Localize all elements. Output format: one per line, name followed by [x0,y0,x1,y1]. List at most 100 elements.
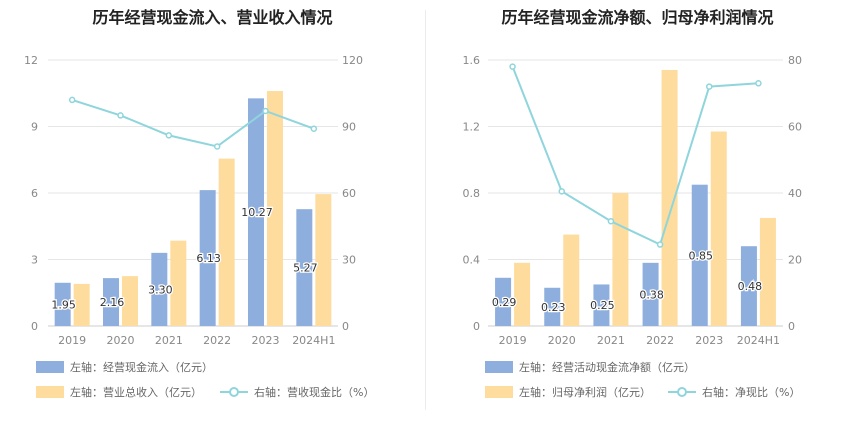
legend-swatch-blue [485,361,513,373]
bar-secondary [267,91,283,327]
line-point [509,63,516,70]
data-label: 2.16 [100,296,125,309]
legend-swatch-yellow [485,386,513,398]
right-axis-tick-label: 20 [788,254,802,267]
bar-primary [248,98,264,327]
bar-secondary [218,158,235,326]
line-point [262,107,269,115]
legend-item-bar-secondary[interactable]: 左轴：营业总收入（亿元） [36,384,202,400]
legend-item-bar-secondary[interactable]: 左轴：归母净利润（亿元） [485,384,651,400]
left-axis-tick-label: 1.6 [463,54,481,67]
legend-label: 左轴：营业总收入（亿元） [70,386,202,399]
bar-secondary [315,194,332,326]
legend-swatch-line [668,386,696,398]
x-axis-tick-label: 2020 [548,334,576,347]
bar-primary [296,209,313,326]
x-axis-tick-label: 2019 [58,334,86,347]
x-axis-tick-label: 2024H1 [737,334,780,347]
left-axis-tick-label: 6 [31,187,38,200]
right-axis-tick-label: 60 [342,187,356,200]
data-label: 0.25 [590,299,615,312]
data-label: 0.85 [689,249,714,262]
legend-item-line[interactable]: 右轴：净现比（%） [668,384,800,400]
bar-secondary [612,193,629,326]
line-point [117,112,124,119]
legend-swatch-yellow [36,386,64,398]
chart-title: 历年经营现金流净额、归母净利润情况 [501,8,774,27]
chart-title: 历年经营现金流入、营业收入情况 [92,8,333,27]
legend-label: 右轴：营收现金比（%） [254,386,375,399]
bar-secondary [563,234,580,326]
data-label: 0.48 [738,280,763,293]
x-axis-tick-label: 2021 [155,334,183,347]
bar-primary [740,246,757,326]
line-series [71,98,315,148]
bar-secondary [170,240,187,326]
line-point [213,143,221,150]
x-axis-tick-label: 2022 [203,334,231,347]
right-axis-tick-label: 80 [788,54,802,67]
line-series [511,66,759,246]
panel-divider [425,10,426,410]
bar-primary [54,282,71,326]
right-axis-tick-label: 30 [342,254,356,267]
bar-primary [103,278,119,326]
legend-swatch-blue [36,361,64,373]
x-axis-tick-label: 2022 [646,334,674,347]
data-label: 0.38 [639,288,664,301]
line-point [165,132,173,139]
legend-item-bar-primary[interactable]: 左轴：经营活动现金流净额（亿元） [485,359,695,375]
data-label: 5.27 [293,262,318,275]
bar-secondary [710,131,727,326]
left-axis-tick-label: 1.2 [463,121,481,134]
x-axis-tick-label: 2023 [252,334,280,347]
x-axis-tick-label: 2023 [695,334,723,347]
line-point [607,218,615,225]
x-axis-tick-label: 2021 [597,334,625,347]
bar-secondary [759,217,776,326]
legend-swatch-line [220,386,248,398]
bar-primary [199,190,216,326]
bar-secondary [514,262,531,326]
left-axis-tick-label: 12 [24,54,38,67]
right-axis-tick-label: 0 [788,320,795,333]
line-point [558,188,565,195]
left-axis-tick-label: 0 [31,320,38,333]
x-axis-tick-label: 2020 [107,334,135,347]
legend-label: 右轴：净现比（%） [702,386,801,399]
bar-secondary [122,276,138,326]
data-label: 0.23 [541,301,566,314]
chart-svg: 0 0 0.4 20 0.8 40 1.2 60 1.6 80 2019 2020 2021 2022 20… [463,54,803,347]
data-label: 1.95 [51,298,76,311]
line-point [310,125,318,132]
right-axis-tick-label: 60 [788,121,802,134]
legend-item-bar-primary[interactable]: 左轴：经营现金流入（亿元） [36,359,213,375]
right-axis-tick-label: 90 [342,121,356,134]
line-point [656,241,664,248]
right-axis-tick-label: 0 [342,320,349,333]
data-label: 10.27 [241,206,273,219]
right-axis-tick-label: 120 [342,54,363,67]
legend-item-line[interactable]: 右轴：营收现金比（%） [220,384,374,400]
right-axis-tick-label: 40 [788,187,802,200]
bar-primary [691,184,708,326]
line-point [68,96,76,104]
chart-panel-net-cash: 历年经营现金流净额、归母净利润情况 0 0 0.4 20 0.8 40 1.2 60 1.6 80… [425,0,850,437]
legend-label: 左轴：归母净利润（亿元） [519,386,651,399]
bar-primary [544,287,561,326]
chart-panel-cash-inflow: 历年经营现金流入、营业收入情况 0 0 3 30 6 60 9 90 12 120 2019 2020… [24,8,374,400]
bar-primary [642,262,659,326]
data-label: 0.29 [492,296,516,309]
chart-svg: 0 0 3 30 6 60 9 90 12 120 2019 2020 2021 2022 2023 2024… [24,54,363,347]
data-label: 6.13 [196,252,221,265]
line-point [755,80,762,87]
left-axis-tick-label: 3 [31,254,38,267]
bar-primary [151,252,168,326]
bar-primary [593,284,610,326]
left-axis-tick-label: 9 [31,121,38,134]
legend-label: 左轴：经营现金流入（亿元） [70,361,213,374]
x-axis-tick-label: 2019 [499,334,527,347]
bar-secondary [73,283,90,326]
left-axis-tick-label: 0.8 [463,187,481,200]
legend-label: 左轴：经营活动现金流净额（亿元） [519,361,695,374]
